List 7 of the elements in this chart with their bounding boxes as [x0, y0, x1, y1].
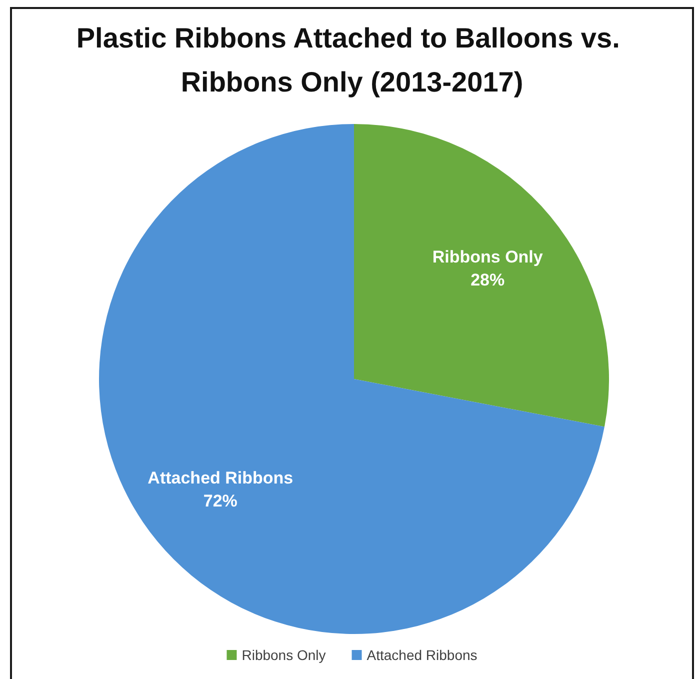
legend-label: Ribbons Only	[242, 647, 326, 663]
slice-label: Attached Ribbons	[148, 468, 294, 488]
slice-label: Ribbons Only	[432, 247, 544, 266]
chart-title: Plastic Ribbons Attached to Balloons vs. Ribbons Only (2013-2017)	[76, 22, 628, 98]
legend-label: Attached Ribbons	[366, 647, 478, 663]
data-label: 72%	[203, 492, 238, 511]
data-label: 28%	[470, 270, 505, 290]
